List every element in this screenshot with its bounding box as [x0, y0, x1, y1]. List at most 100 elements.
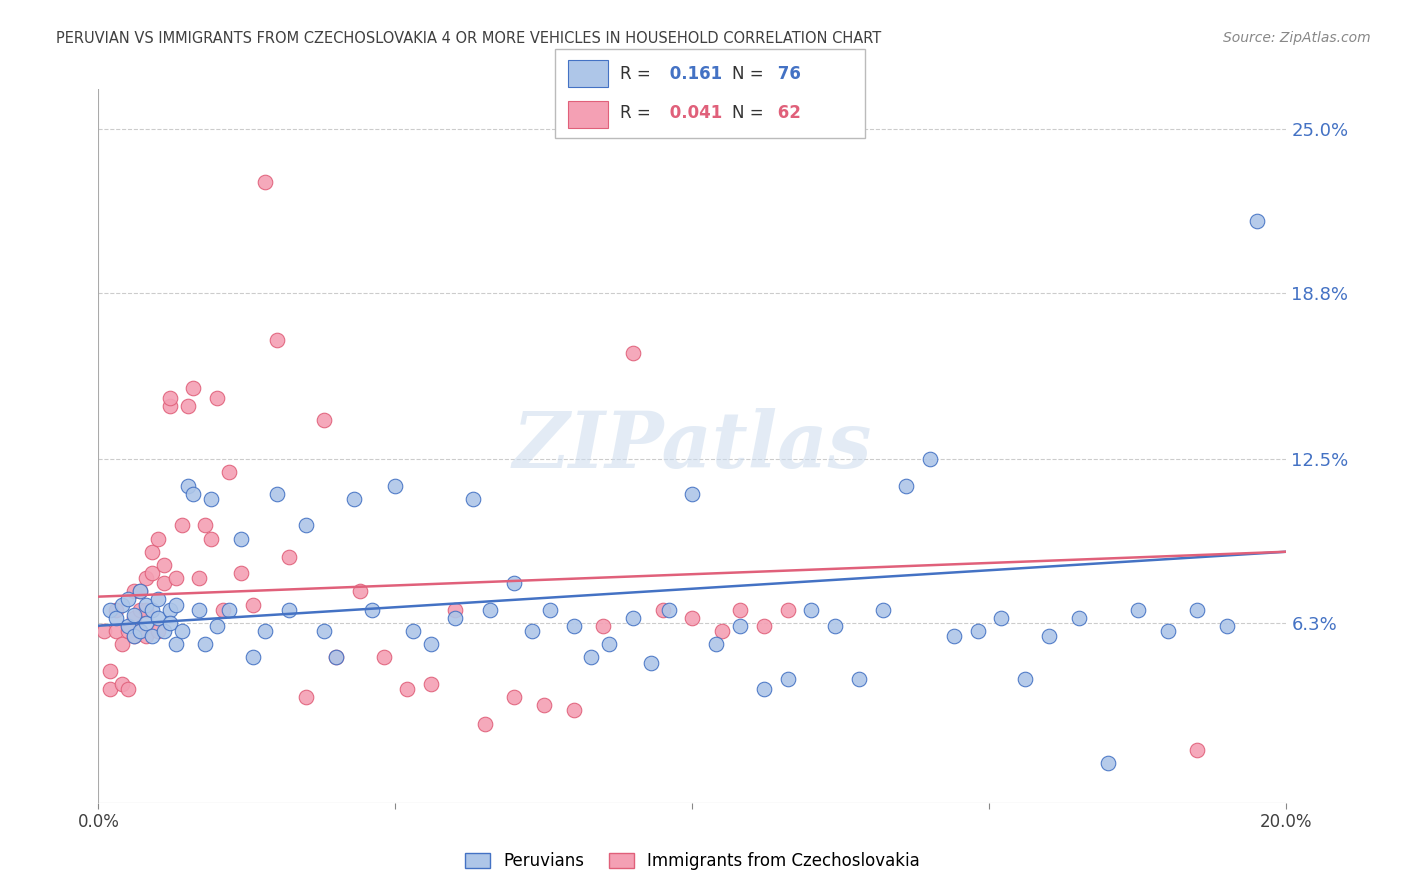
Point — [704, 637, 727, 651]
Point — [194, 518, 217, 533]
Text: Source: ZipAtlas.com: Source: ZipAtlas.com — [1223, 31, 1371, 45]
Text: N =: N = — [731, 103, 769, 122]
Point — [218, 466, 240, 480]
Point — [384, 478, 406, 492]
Point — [848, 672, 870, 686]
Point — [98, 682, 121, 697]
Point — [325, 650, 347, 665]
Point — [621, 611, 644, 625]
Text: N =: N = — [731, 64, 769, 83]
Point — [129, 584, 152, 599]
Point — [872, 603, 894, 617]
Point — [503, 690, 526, 704]
Point — [117, 592, 139, 607]
Point — [122, 611, 145, 625]
Text: 0.161: 0.161 — [664, 64, 721, 83]
Point — [682, 486, 704, 500]
Point — [520, 624, 543, 638]
FancyBboxPatch shape — [568, 60, 607, 87]
Point — [207, 618, 229, 632]
Point — [373, 650, 395, 665]
Point — [129, 584, 152, 599]
Point — [592, 618, 614, 632]
Point — [165, 637, 187, 651]
Text: 62: 62 — [772, 103, 801, 122]
Point — [188, 603, 211, 617]
Point — [420, 677, 443, 691]
Point — [152, 576, 174, 591]
Point — [141, 566, 163, 580]
Point — [266, 333, 288, 347]
Point — [141, 629, 163, 643]
Point — [402, 624, 425, 638]
Text: R =: R = — [620, 64, 657, 83]
Point — [117, 618, 139, 632]
Text: PERUVIAN VS IMMIGRANTS FROM CZECHOSLOVAKIA 4 OR MORE VEHICLES IN HOUSEHOLD CORRE: PERUVIAN VS IMMIGRANTS FROM CZECHOSLOVAK… — [56, 31, 882, 46]
Point — [146, 611, 169, 625]
Point — [135, 629, 157, 643]
Point — [266, 486, 288, 500]
Point — [242, 650, 264, 665]
Point — [111, 598, 134, 612]
Point — [776, 603, 799, 617]
Point — [135, 616, 157, 631]
Point — [314, 412, 336, 426]
Point — [229, 566, 252, 580]
Point — [122, 584, 145, 599]
Point — [146, 532, 169, 546]
Point — [253, 175, 276, 189]
Point — [141, 545, 163, 559]
Point — [253, 624, 276, 638]
Point — [122, 629, 145, 643]
Point — [443, 611, 465, 625]
Point — [194, 637, 217, 651]
Point — [1097, 756, 1119, 771]
Point — [135, 603, 157, 617]
Point — [1216, 618, 1239, 632]
Point — [562, 703, 585, 717]
Point — [111, 637, 134, 651]
Text: 0.041: 0.041 — [664, 103, 721, 122]
Point — [752, 618, 775, 632]
Point — [503, 576, 526, 591]
Point — [242, 598, 264, 612]
Point — [728, 603, 751, 617]
Point — [396, 682, 419, 697]
Point — [479, 603, 502, 617]
Point — [176, 478, 198, 492]
Point — [474, 716, 496, 731]
Point — [920, 452, 942, 467]
Point — [1038, 629, 1060, 643]
Point — [1126, 603, 1149, 617]
Point — [990, 611, 1012, 625]
Point — [1246, 214, 1268, 228]
Point — [98, 664, 121, 678]
Point — [229, 532, 252, 546]
Point — [443, 603, 465, 617]
Point — [343, 491, 366, 506]
Point — [640, 656, 662, 670]
Point — [277, 549, 299, 564]
Point — [1156, 624, 1178, 638]
Point — [658, 603, 681, 617]
Point — [129, 624, 152, 638]
Point — [183, 381, 205, 395]
Point — [711, 624, 734, 638]
Point — [129, 603, 152, 617]
Point — [212, 603, 235, 617]
Legend: Peruvians, Immigrants from Czechoslovakia: Peruvians, Immigrants from Czechoslovaki… — [458, 846, 927, 877]
Point — [159, 392, 181, 406]
Point — [581, 650, 603, 665]
Point — [135, 598, 157, 612]
Point — [141, 603, 163, 617]
Point — [159, 400, 181, 414]
Point — [152, 624, 174, 638]
Point — [824, 618, 846, 632]
Point — [146, 624, 169, 638]
Point — [800, 603, 823, 617]
Point — [461, 491, 484, 506]
Point — [165, 598, 187, 612]
FancyBboxPatch shape — [568, 101, 607, 128]
Point — [93, 624, 115, 638]
Point — [682, 611, 704, 625]
